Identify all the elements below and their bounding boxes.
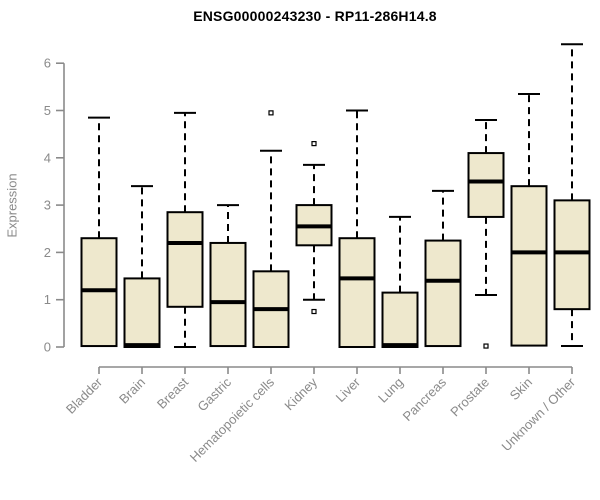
y-tick-label: 6	[44, 56, 51, 71]
box-prostate	[467, 152, 505, 218]
x-category-label: Brain	[116, 375, 148, 407]
x-category-label: Gastric	[194, 374, 234, 414]
box-breast	[166, 211, 204, 308]
chart-title: ENSG00000243230 - RP11-286H14.8	[193, 8, 437, 24]
x-category-label: Hematopoietic cells	[187, 374, 278, 465]
outlier-kidney	[311, 141, 317, 147]
x-category-label: Lung	[375, 375, 406, 406]
x-category-label: Unknown / Other	[499, 374, 579, 454]
outlier-kidney	[311, 308, 317, 315]
y-tick-label: 2	[44, 245, 51, 260]
x-category-label: Breast	[154, 374, 191, 411]
box-unknown-other	[553, 199, 591, 311]
y-tick-label: 4	[44, 150, 51, 165]
x-category-label: Prostate	[447, 375, 492, 420]
box-skin	[510, 185, 548, 347]
x-category-label: Kidney	[281, 374, 320, 413]
box-brain	[123, 277, 161, 349]
box-lung	[381, 291, 419, 349]
x-category-label: Pancreas	[400, 374, 450, 424]
box-gastric	[209, 241, 247, 348]
x-category-label: Bladder	[63, 374, 106, 417]
box-liver	[338, 237, 376, 349]
outlier-prostate	[483, 343, 489, 349]
outlier-hematopoietic-cells	[268, 110, 274, 116]
y-tick-label: 0	[44, 340, 51, 355]
x-category-label: Skin	[507, 375, 535, 403]
y-tick-label: 1	[44, 292, 51, 307]
x-category-label: Liver	[333, 374, 364, 405]
y-tick-label: 5	[44, 103, 51, 118]
box-pancreas	[424, 239, 462, 348]
y-axis-title: Expression	[4, 173, 20, 238]
y-tick-label: 3	[44, 198, 51, 213]
